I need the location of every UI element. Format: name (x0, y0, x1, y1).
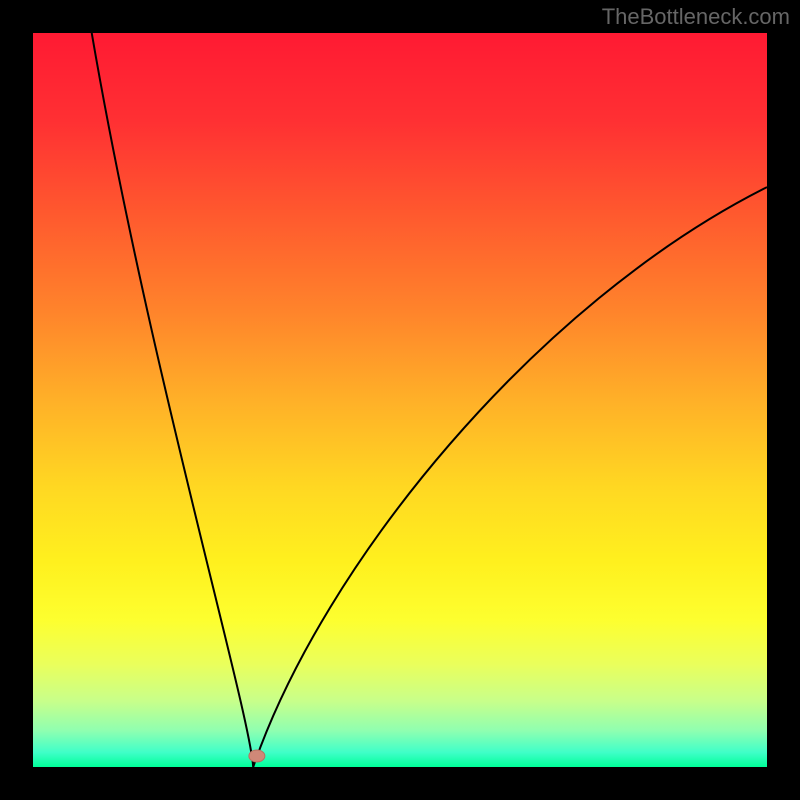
chart-container: TheBottleneck.com (0, 0, 800, 800)
plot-background (33, 33, 767, 767)
optimum-marker (249, 750, 265, 762)
watermark-text: TheBottleneck.com (602, 4, 790, 30)
bottleneck-chart (0, 0, 800, 800)
